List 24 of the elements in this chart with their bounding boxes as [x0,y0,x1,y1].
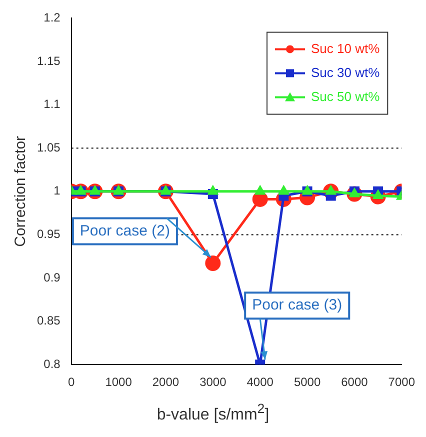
y-tick-label: 0.8 [44,356,61,371]
x-tick-label: 0 [68,375,76,390]
y-tick-label: 0.85 [36,314,61,328]
y-axis-title: Correction factor [12,136,30,247]
x-tick-label: 5000 [294,375,321,390]
x-tick-label: 2000 [152,375,180,390]
y-tick-label: 0.9 [44,270,61,284]
y-tick-label: 1.2 [44,10,61,25]
annotation: Poor case (3) [252,296,342,314]
annotation: Poor case (2) [80,222,170,240]
y-tick-label: 1.05 [36,140,61,154]
x-tick-label: 7000 [388,375,416,390]
x-tick-label: 4000 [246,375,274,390]
legend-label: Suc 10 wt% [311,40,380,56]
y-tick-label: 1.1 [44,97,61,112]
y-tick-label: 1.15 [36,54,61,68]
x-tick-label: 6000 [341,375,368,390]
legend-label: Suc 50 wt% [311,88,380,104]
x-tick-label: 1000 [105,375,132,390]
x-tick-label: 3000 [200,375,227,390]
y-tick-label: 0.95 [36,227,61,242]
x-axis-title: b-value [s/mm$^{2}$] [156,401,270,424]
y-tick-label: 1 [54,184,61,198]
legend-label: Suc 30 wt% [311,64,380,80]
